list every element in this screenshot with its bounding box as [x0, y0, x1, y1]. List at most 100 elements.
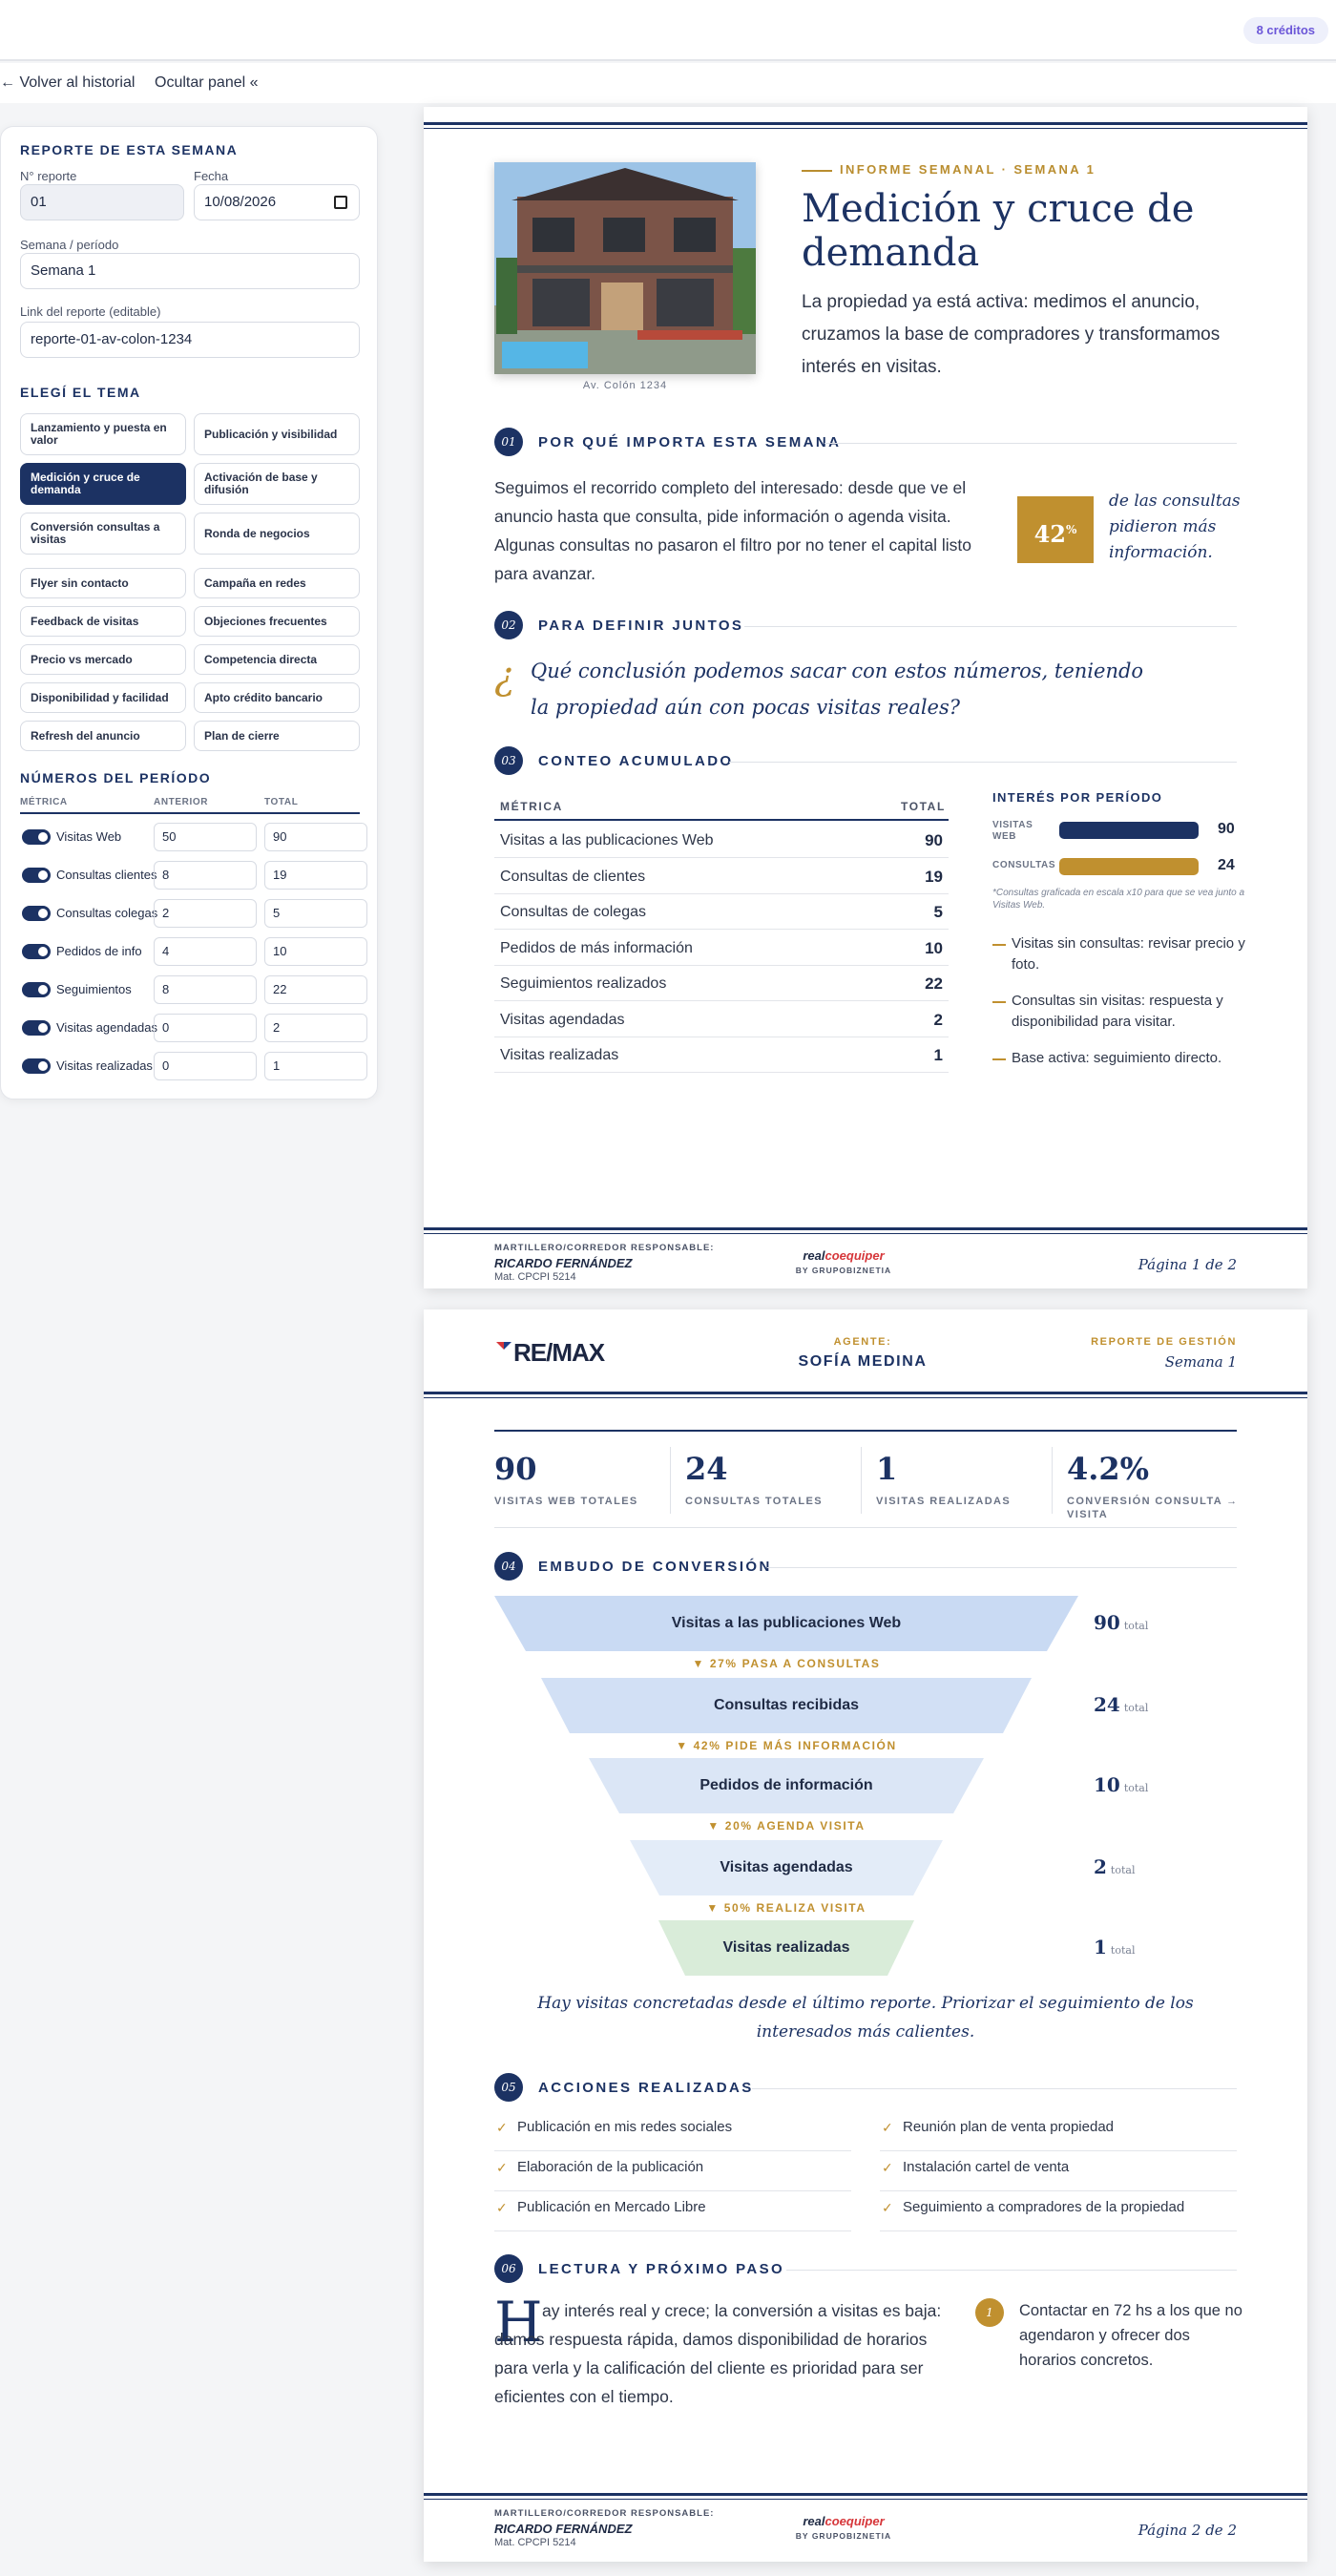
funnel-stage-total: 1 total	[1094, 1936, 1135, 1958]
funnel-total-value: 90	[1094, 1611, 1120, 1634]
metric-previous-input[interactable]: 8	[154, 975, 257, 1004]
metric-total-input[interactable]: 5	[264, 899, 367, 928]
funnel-total-value: 2	[1094, 1855, 1107, 1878]
page-top-rule	[424, 122, 1307, 129]
report-link-label: Link del reporte (editable)	[20, 304, 161, 319]
report-eyebrow: INFORME SEMANAL · SEMANA 1	[802, 162, 1096, 177]
metric-previous-input[interactable]: 2	[154, 899, 257, 928]
table-row: Consultas de clientes 19	[494, 859, 949, 894]
interest-label: VISITAS WEB	[992, 820, 1033, 842]
section-number-06: 06	[494, 2254, 523, 2283]
table-row: Pedidos de más información 10	[494, 931, 949, 966]
metric-total-input[interactable]: 2	[264, 1014, 367, 1042]
funnel-stage-total: 24 total	[1094, 1693, 1148, 1716]
action-item: Seguimiento a compradores de la propieda…	[880, 2191, 1237, 2231]
metric-name: Consultas clientes	[56, 868, 157, 882]
metric-toggle[interactable]	[22, 906, 51, 921]
stat-value: 42	[1033, 520, 1066, 548]
funnel-stage-total: 10 total	[1094, 1773, 1148, 1796]
interest-bar	[1059, 822, 1199, 839]
footer-broker-name: RICARDO FERNÁNDEZ	[494, 1256, 633, 1270]
week-field[interactable]: Semana 1	[20, 253, 360, 289]
metrics-header-divider	[20, 812, 360, 814]
hide-panel-link[interactable]: Ocultar panel «	[155, 74, 259, 91]
section-rule	[752, 2088, 1237, 2089]
topic-option[interactable]: Medición y cruce de demanda	[20, 463, 186, 505]
footer-logo: realcoequiper	[786, 1248, 901, 1263]
topic-option[interactable]: Objeciones frecuentes	[194, 606, 360, 637]
funnel-total-value: 10	[1094, 1773, 1120, 1796]
remax-logo: RE/MAX	[494, 1338, 605, 1368]
topic-option[interactable]: Refresh del anuncio	[20, 721, 186, 751]
metric-row: Seguimientos 8 22	[20, 973, 367, 1007]
row-value: 90	[925, 831, 943, 849]
metric-toggle[interactable]	[22, 1020, 51, 1036]
topic-option[interactable]: Plan de cierre	[194, 721, 360, 751]
kpi-value: 24	[685, 1451, 728, 1487]
metric-total-input[interactable]: 1	[264, 1052, 367, 1080]
action-item: Elaboración de la publicación	[494, 2151, 851, 2191]
kpi-card: 1 VISITAS REALIZADAS	[876, 1451, 1048, 1508]
row-label: Consultas de colegas	[500, 904, 646, 920]
metric-previous-input[interactable]: 4	[154, 937, 257, 966]
interest-note: *Consultas graficada en escala x10 para …	[992, 888, 1245, 911]
footer-logo-b: coequiper	[825, 1248, 885, 1263]
topic-option[interactable]: Activación de base y difusión	[194, 463, 360, 505]
topic-option[interactable]: Apto crédito bancario	[194, 682, 360, 713]
table-row: Visitas a las publicaciones Web 90	[494, 823, 949, 858]
date-field[interactable]: 10/08/2026	[194, 184, 360, 220]
funnel-stage-label: Visitas realizadas	[722, 1939, 850, 1956]
report-link-field[interactable]: reporte-01-av-colon-1234	[20, 322, 360, 358]
metric-row: Pedidos de info 4 10	[20, 934, 367, 969]
table-header-rule	[494, 819, 949, 821]
credits-badge[interactable]: 8 créditos	[1242, 17, 1328, 44]
topic-option[interactable]: Flyer sin contacto	[20, 568, 186, 598]
metric-toggle[interactable]	[22, 944, 51, 959]
metric-total-input[interactable]: 10	[264, 937, 367, 966]
metric-previous-input[interactable]: 8	[154, 861, 257, 890]
row-value: 2	[933, 1010, 943, 1029]
metric-toggle[interactable]	[22, 1058, 51, 1074]
back-to-history-link[interactable]: ← Volver al historial	[0, 74, 136, 91]
metric-toggle[interactable]	[22, 868, 51, 883]
topic-option[interactable]: Ronda de negocios	[194, 513, 360, 555]
metric-total-input[interactable]: 19	[264, 861, 367, 890]
funnel-total-value: 24	[1094, 1693, 1120, 1716]
metric-previous-input[interactable]: 0	[154, 1014, 257, 1042]
footer-by: BY GRUPOBIZNETIA	[795, 2531, 892, 2541]
report-page-2: RE/MAX AGENTE: SOFÍA MEDINA REPORTE DE G…	[424, 1309, 1307, 2562]
topic-option[interactable]: Competencia directa	[194, 644, 360, 675]
action-item: Instalación cartel de venta	[880, 2151, 1237, 2191]
topic-option[interactable]: Disponibilidad y facilidad	[20, 682, 186, 713]
metric-previous-input[interactable]: 50	[154, 823, 257, 851]
row-value: 19	[925, 867, 943, 886]
section-title-why: POR QUÉ IMPORTA ESTA SEMANA	[538, 434, 842, 450]
metric-total-input[interactable]: 22	[264, 975, 367, 1004]
section-number-05: 05	[494, 2073, 523, 2102]
metric-toggle[interactable]	[22, 829, 51, 845]
report-number-field[interactable]: 01	[20, 184, 184, 220]
funnel-stage-label: Visitas a las publicaciones Web	[671, 1615, 902, 1631]
action-item: Reunión plan de venta propiedad	[880, 2111, 1237, 2151]
kpi-card: 24 CONSULTAS TOTALES	[685, 1451, 857, 1508]
discussion-question: Qué conclusión podemos sacar con estos n…	[531, 660, 1144, 719]
row-label: Seguimientos realizados	[500, 975, 667, 992]
topic-option[interactable]: Feedback de visitas	[20, 606, 186, 637]
topic-option[interactable]: Lanzamiento y puesta en valor	[20, 413, 186, 455]
funnel-total-word: total	[1110, 1864, 1136, 1876]
interest-title: INTERÉS POR PERÍODO	[992, 790, 1163, 805]
date-label: Fecha	[194, 169, 229, 183]
page-footer-rule	[424, 2493, 1307, 2500]
topic-option[interactable]: Campaña en redes	[194, 568, 360, 598]
topic-option[interactable]: Precio vs mercado	[20, 644, 186, 675]
kpi-divider	[1052, 1447, 1053, 1514]
metric-total-input[interactable]: 90	[264, 823, 367, 851]
calendar-icon[interactable]	[334, 196, 347, 209]
topic-option[interactable]: Publicación y visibilidad	[194, 413, 360, 455]
metric-name: Visitas agendadas	[56, 1020, 158, 1035]
topic-option[interactable]: Conversión consultas a visitas	[20, 513, 186, 555]
metric-previous-input[interactable]: 0	[154, 1052, 257, 1080]
next-step-text: Contactar en 72 hs a los que no agendaro…	[1019, 2302, 1242, 2369]
brand-name: RE/MAX	[513, 1338, 605, 1367]
metric-toggle[interactable]	[22, 982, 51, 997]
